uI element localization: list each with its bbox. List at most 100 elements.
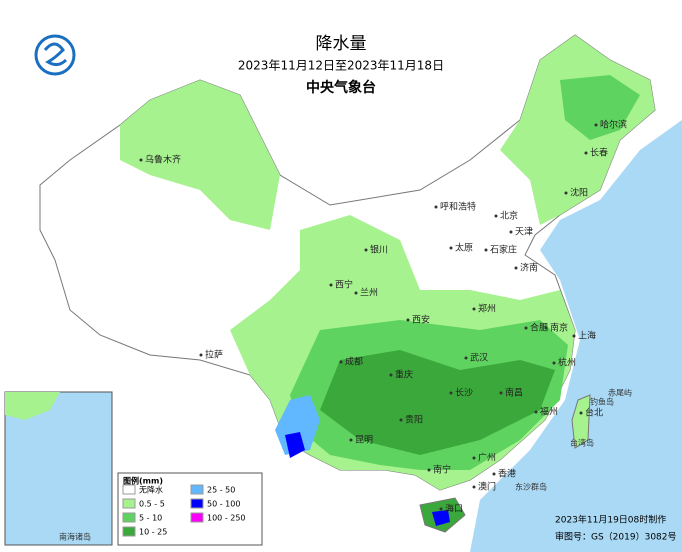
city-label: 昆明: [355, 435, 373, 446]
rain-south-heavy: [320, 350, 555, 455]
city-label: 银川: [370, 244, 388, 256]
place-label: 赤尾屿: [608, 389, 632, 398]
city-dot: [199, 353, 203, 357]
city-label: 郑州: [478, 303, 496, 315]
city-dot: [499, 391, 503, 395]
city-label: 上海: [578, 330, 596, 342]
city-dot: [339, 360, 343, 364]
legend-label: 100 - 250: [207, 514, 246, 523]
city-label: 太原: [455, 242, 473, 254]
city-label: 武汉: [470, 352, 488, 364]
city-label: 西宁: [335, 279, 353, 291]
city-dot: [139, 158, 143, 162]
city-dot: [449, 246, 453, 250]
city-dot: [472, 485, 476, 489]
legend-swatch: [122, 512, 136, 523]
city-label: 拉萨: [205, 349, 223, 361]
city-label: 香港: [498, 468, 516, 480]
city-label: 澳门: [478, 481, 496, 493]
rain-hainan-heavy: [432, 510, 450, 526]
city-dot: [552, 361, 556, 365]
city-dot: [427, 468, 431, 472]
legend-label: 无降水: [139, 485, 163, 495]
legend-swatch: [190, 512, 204, 523]
city-label: 广州: [478, 452, 496, 464]
city-dot: [579, 411, 583, 415]
city-dot: [364, 248, 368, 252]
sea: [470, 120, 682, 552]
legend-label: 5 - 10: [139, 514, 162, 523]
legend-label: 0.5 - 5: [139, 500, 165, 509]
city-label: 合肥: [530, 322, 548, 334]
place-label: 台湾岛: [570, 438, 594, 448]
city-label: 长春: [590, 147, 608, 159]
city-dot: [449, 391, 453, 395]
city-dot: [354, 291, 358, 295]
city-label: 长沙: [455, 387, 473, 399]
city-dot: [564, 191, 568, 195]
inset-label: 南海诸岛: [59, 532, 91, 542]
taiwan: [571, 394, 591, 449]
legend-swatch: [190, 498, 204, 509]
subtitle: 2023年11月12日至2023年11月18日: [238, 59, 444, 73]
city-dot: [494, 214, 498, 218]
city-dot: [514, 266, 518, 270]
city-dot: [464, 356, 468, 360]
place-label: 东沙群岛: [515, 482, 547, 492]
city-dot: [329, 283, 333, 287]
legend-label: 50 - 100: [207, 500, 240, 509]
legend-swatch: [190, 484, 204, 495]
rain-xinjiang: [120, 80, 280, 230]
title: 降水量: [316, 34, 367, 54]
city-dot: [572, 334, 576, 338]
city-dot: [406, 318, 410, 322]
city-label: 海口: [445, 503, 463, 515]
city-label: 沈阳: [570, 187, 588, 199]
city-dot: [584, 151, 588, 155]
city-label: 贵阳: [405, 414, 423, 426]
city-label: 南京: [550, 322, 568, 334]
rain-areas: [120, 35, 655, 533]
legend-title: 图例(mm): [123, 476, 163, 486]
rain-yunnan-heavy: [285, 432, 305, 458]
city-dot: [534, 410, 538, 414]
city-dot: [399, 418, 403, 422]
city-label: 西安: [412, 314, 430, 326]
city-label: 济南: [520, 262, 538, 274]
city-dot: [349, 438, 353, 442]
city-label: 南昌: [505, 387, 523, 399]
city-dot: [472, 456, 476, 460]
legend-items: 无降水 0.5 - 5 5 - 10 10 - 25 25 - 50 50 - 100 10…: [122, 484, 246, 537]
city-dot: [544, 326, 548, 330]
legend-label: 10 - 25: [139, 528, 167, 537]
city-label: 石家庄: [490, 244, 517, 256]
legend-swatch: [122, 484, 136, 495]
legend-swatch: [122, 498, 136, 509]
city-label: 成都: [345, 356, 363, 368]
legend: [117, 472, 263, 546]
city-dot: [434, 205, 438, 209]
city-label: 兰州: [360, 287, 378, 299]
legend-label: 25 - 50: [207, 486, 235, 495]
inset-land: [5, 392, 60, 420]
city-dot: [492, 472, 496, 476]
city-dot: [439, 507, 443, 511]
agency: 中央气象台: [306, 79, 376, 96]
city-label: 台北: [585, 407, 603, 419]
city-dot: [509, 230, 513, 234]
legend-swatch: [122, 526, 136, 537]
city-label: 天津: [515, 227, 533, 238]
city-dot: [524, 326, 528, 330]
city-label: 杭州: [558, 357, 576, 369]
city-dot: [484, 248, 488, 252]
footer-made: 2023年11月19日08时制作: [555, 514, 666, 526]
city-label: 呼和浩特: [440, 201, 476, 213]
city-label: 北京: [500, 210, 518, 222]
city-label: 福州: [540, 406, 558, 418]
city-dot: [472, 307, 476, 311]
logo: [34, 34, 76, 76]
city-label: 南宁: [433, 464, 451, 476]
city-dot: [594, 123, 598, 127]
